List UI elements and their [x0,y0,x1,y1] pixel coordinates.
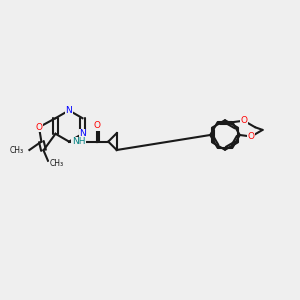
Text: O: O [93,121,100,130]
Text: N: N [66,106,72,115]
Text: CH₃: CH₃ [50,159,64,168]
Text: N: N [79,129,86,138]
Text: O: O [35,123,43,132]
Text: O: O [240,116,247,125]
Text: NH: NH [72,137,85,146]
Text: CH₃: CH₃ [10,146,24,154]
Text: O: O [248,132,255,141]
